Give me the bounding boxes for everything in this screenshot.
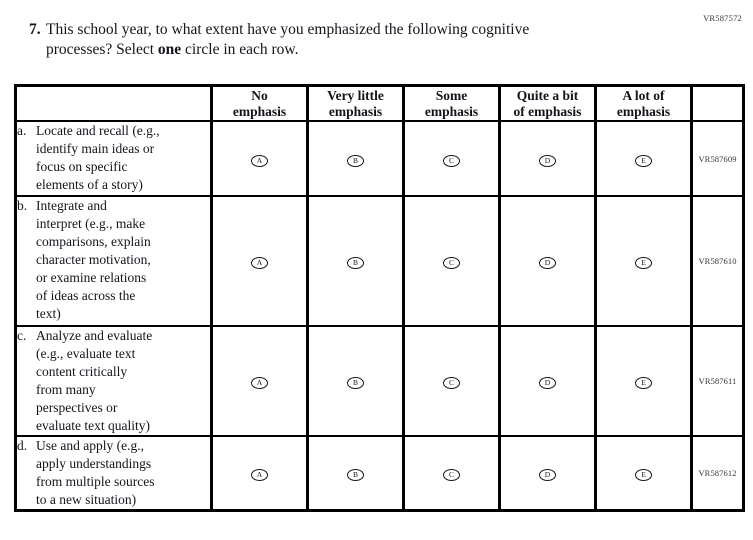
bubble-c-E[interactable]: E [635,377,652,389]
row-label-c: c. Analyze and evaluate (e.g., evaluate … [14,325,213,437]
bubble-b-A[interactable]: A [251,257,268,269]
row-code-b: VR587610 [690,195,745,327]
question-7: 7. This school year, to what extent have… [29,20,646,59]
bubble-c-B[interactable]: B [347,377,364,389]
column-header-no-emphasis: No emphasis [210,84,309,122]
question-text-after: circle in each row. [181,40,299,58]
question-number: 7. [29,21,41,38]
bubble-c-D[interactable]: D [539,377,556,389]
bubble-a-D[interactable]: D [539,154,556,167]
row-letter-c: c. [17,328,27,343]
row-code-d: VR587612 [690,435,745,512]
column-header-a-lot-of-emphasis: A lot of emphasis [594,84,693,122]
bubble-d-D[interactable]: D [539,469,556,481]
bubble-c-A[interactable]: A [251,377,268,389]
bubble-b-D[interactable]: D [539,257,556,269]
bubble-a-C[interactable]: C [443,154,460,167]
row-letter-a: a. [17,123,27,138]
row-text-b: Integrate and interpret (e.g., make comp… [36,198,151,321]
bubble-b-C[interactable]: C [443,257,460,269]
table-row-c: c. Analyze and evaluate (e.g., evaluate … [14,325,745,437]
column-header-very-little-emphasis: Very little emphasis [306,84,405,122]
row-code-c: VR587611 [690,325,745,437]
row-text-c: Analyze and evaluate (e.g., evaluate tex… [36,328,153,433]
row-code-a: VR587609 [690,120,745,197]
question-text-bold: one [157,40,182,58]
bubble-d-B[interactable]: B [347,469,364,481]
row-label-d: d. Use and apply (e.g., apply understand… [14,435,213,512]
bubble-a-B[interactable]: B [347,154,364,167]
question-text: This school year, to what extent have yo… [46,20,646,59]
table-row-d: d. Use and apply (e.g., apply understand… [14,435,745,512]
bubble-d-E[interactable]: E [635,469,652,481]
bubble-b-B[interactable]: B [347,257,364,269]
row-letter-d: d. [17,438,28,453]
table-row-a: a. Locate and recall (e.g., identify mai… [14,120,745,197]
column-header-quite-a-bit-of-emphasis: Quite a bit of emphasis [498,84,597,122]
column-header-some-emphasis: Some emphasis [402,84,501,122]
emphasis-table: No emphasis Very little emphasis Some em… [14,84,745,512]
corner-cell [14,84,213,122]
row-text-d: Use and apply (e.g., apply understanding… [36,438,155,507]
bubble-a-A[interactable]: A [251,154,268,167]
bubble-d-A[interactable]: A [251,469,268,481]
bubble-b-E[interactable]: E [635,257,652,269]
row-label-b: b. Integrate and interpret (e.g., make c… [14,195,213,327]
question-text-before: This school year, to what extent have yo… [46,21,530,58]
form-code-top: VR587572 [703,13,742,23]
bubble-d-C[interactable]: C [443,469,460,481]
row-text-a: Locate and recall (e.g., identify main i… [36,123,160,192]
bubble-a-E[interactable]: E [635,154,652,167]
header-row: No emphasis Very little emphasis Some em… [14,84,745,122]
bubble-c-C[interactable]: C [443,377,460,389]
row-letter-b: b. [17,198,28,213]
table-row-b: b. Integrate and interpret (e.g., make c… [14,195,745,327]
code-column-header [690,84,745,122]
row-label-a: a. Locate and recall (e.g., identify mai… [14,120,213,197]
